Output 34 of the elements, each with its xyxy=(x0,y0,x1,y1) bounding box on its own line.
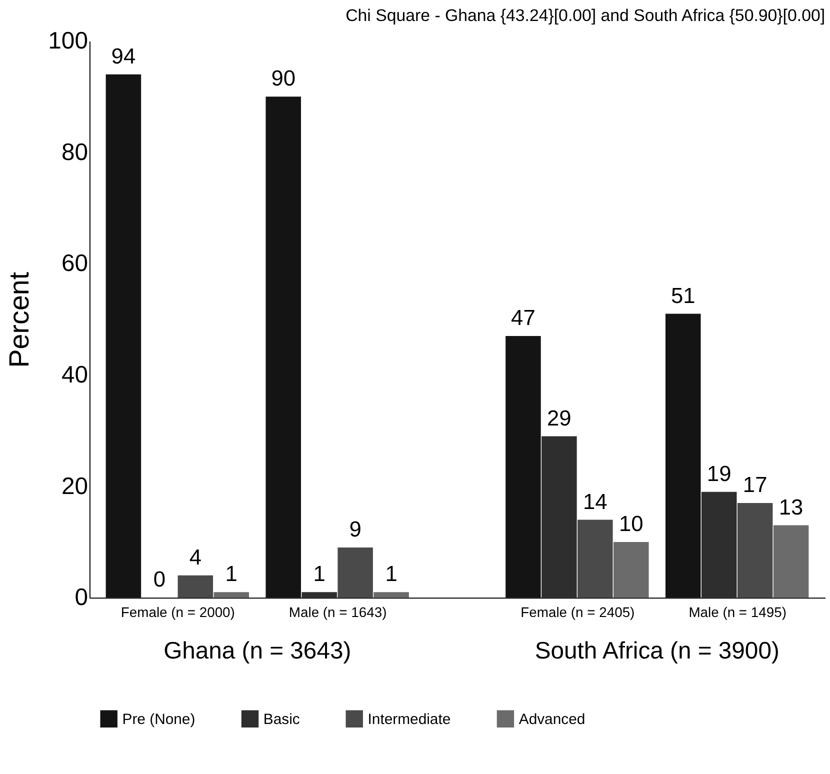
text: Ghana (n = 3643) xyxy=(164,637,352,664)
x-tick-label: Male (n = 1495) xyxy=(688,604,786,620)
x-tick-label: Male (n = 1643) xyxy=(288,604,387,620)
data-label: 1 xyxy=(225,561,238,586)
data-label: 9 xyxy=(349,516,362,542)
legend-label: Advanced xyxy=(518,712,586,728)
data-label: 1 xyxy=(385,561,398,586)
data-label: 14 xyxy=(583,488,608,514)
y-tick-label: 80 xyxy=(61,138,88,166)
data-label: 29 xyxy=(547,405,572,430)
data-label: 0 xyxy=(153,566,166,592)
legend-label: Intermediate xyxy=(368,712,451,728)
text: South Africa (n = 3900) xyxy=(534,637,780,664)
data-label: 10 xyxy=(618,511,644,536)
y-tick-label: 40 xyxy=(61,361,88,388)
data-label: 13 xyxy=(778,494,804,520)
data-label: 1 xyxy=(313,561,326,586)
data-label: 90 xyxy=(271,66,296,91)
y-tick-label: 20 xyxy=(61,472,88,500)
data-label: 51 xyxy=(670,282,696,308)
y-tick-label: 100 xyxy=(48,27,88,54)
data-label: 47 xyxy=(511,305,536,330)
y-tick-label: 60 xyxy=(61,250,88,278)
y-axis-title: Percent xyxy=(3,272,34,368)
data-label: 4 xyxy=(189,544,202,570)
data-label: 17 xyxy=(742,472,768,498)
data-label: 19 xyxy=(706,460,732,486)
y-tick-label: 0 xyxy=(74,584,88,612)
legend-label: Pre (None) xyxy=(122,712,196,728)
chart-title: Chi Square - Ghana {43.24}[0.00] and South Africa {50.90}[0.00] xyxy=(346,6,826,26)
legend-label: Basic xyxy=(263,712,300,728)
data-label: 94 xyxy=(111,43,136,68)
x-tick-label: Female (n = 2405) xyxy=(520,604,635,620)
x-tick-label: Female (n = 2000) xyxy=(120,604,235,620)
